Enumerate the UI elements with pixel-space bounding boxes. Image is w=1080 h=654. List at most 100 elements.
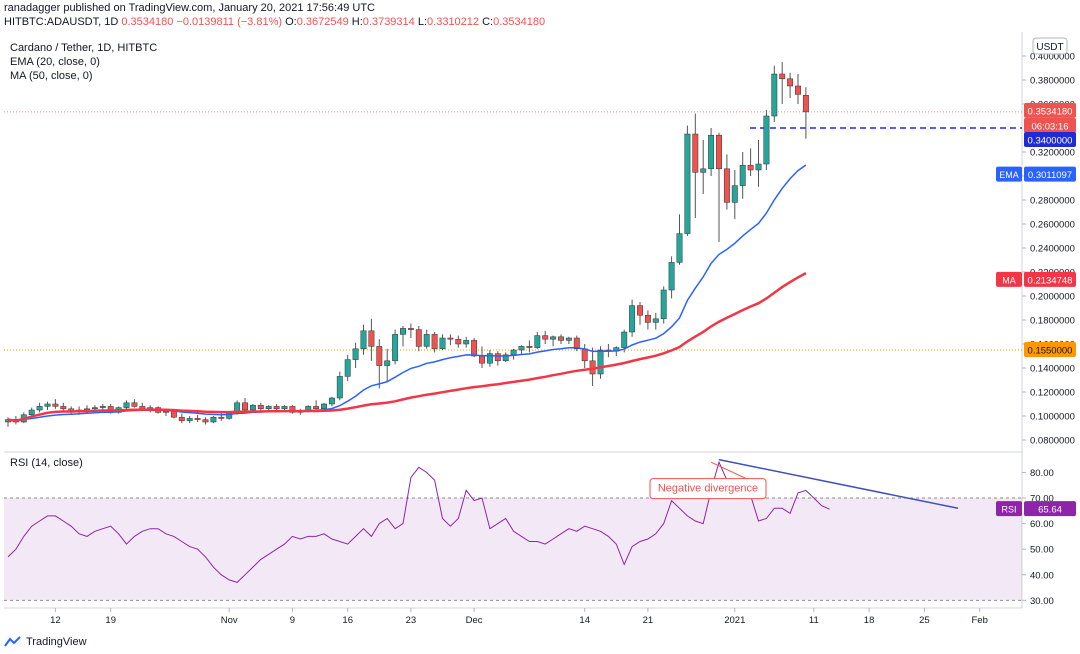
publisher-line: ranadagger published on TradingView.com,… bbox=[4, 2, 375, 14]
candle-body bbox=[518, 346, 525, 351]
price-tags: 0.3534180 06:03:16 0.3400000 0.1550000 EMA 0.… bbox=[996, 102, 1076, 517]
ma-tag: MA bbox=[1002, 275, 1016, 285]
candle-body bbox=[352, 348, 359, 360]
candle-body bbox=[597, 349, 604, 375]
candle-body bbox=[692, 133, 699, 173]
candle-body bbox=[565, 337, 572, 341]
candle-body bbox=[526, 346, 533, 348]
candle-body bbox=[684, 133, 691, 234]
rsi-tick-label: 30.00 bbox=[1030, 596, 1054, 607]
horizontal-levels bbox=[4, 111, 1022, 351]
candle-body bbox=[716, 134, 722, 170]
candle-body bbox=[534, 335, 541, 348]
candle-body bbox=[755, 163, 762, 171]
tradingview-logo-icon bbox=[4, 636, 21, 647]
time-tick-label: Dec bbox=[466, 615, 483, 626]
low-label: L: bbox=[417, 16, 428, 28]
rsi-tick-label: 80.00 bbox=[1030, 468, 1054, 479]
candle-body bbox=[163, 410, 169, 413]
candle-body bbox=[747, 164, 754, 171]
candle-body bbox=[573, 337, 580, 350]
time-tick-label: 23 bbox=[406, 615, 417, 626]
divergence-trend-line bbox=[718, 458, 959, 509]
candle-body bbox=[28, 409, 35, 416]
countdown-label: 06:03:16 bbox=[1032, 121, 1069, 132]
candle-body bbox=[581, 348, 588, 362]
time-tick-label: 16 bbox=[342, 615, 353, 626]
candle-body bbox=[321, 403, 327, 410]
price-tick-label: 0.1200000 bbox=[1030, 388, 1075, 399]
publisher-text: ranadagger published on TradingView.com,… bbox=[4, 2, 375, 14]
candle-body bbox=[621, 331, 628, 348]
candle-body bbox=[542, 335, 549, 340]
candle-body bbox=[123, 402, 130, 408]
high-value: 0.3739314 bbox=[362, 16, 415, 28]
candle-body bbox=[186, 418, 193, 422]
candle-body bbox=[558, 336, 564, 341]
ema-label: 0.3011097 bbox=[1028, 170, 1072, 181]
open-label: O: bbox=[285, 16, 297, 28]
rsi-tag: RSI bbox=[1001, 505, 1016, 515]
rsi-label: 65.64 bbox=[1038, 505, 1062, 516]
candle-body bbox=[708, 134, 715, 170]
price-tick-label: 0.4000000 bbox=[1030, 52, 1075, 63]
time-tick-label: Feb bbox=[972, 615, 988, 626]
price-tick-label: 0.2600000 bbox=[1030, 220, 1075, 231]
time-tick-label: 12 bbox=[50, 615, 61, 626]
currency-label: USDT bbox=[1036, 42, 1063, 53]
candle-body bbox=[415, 329, 422, 347]
price-change: −0.0139811 (−3.81%) bbox=[176, 16, 283, 28]
candle-body bbox=[637, 305, 643, 316]
candle-body bbox=[779, 73, 786, 80]
last-price: 0.3534180 bbox=[121, 16, 174, 28]
candle-body bbox=[644, 314, 651, 323]
candle-body bbox=[802, 95, 809, 113]
candle-body bbox=[44, 403, 51, 407]
candle-body bbox=[463, 340, 470, 345]
candle-body bbox=[407, 328, 414, 330]
candle-body bbox=[739, 164, 746, 186]
candle-body bbox=[194, 418, 201, 420]
candle-body bbox=[550, 336, 557, 340]
candle-body bbox=[99, 406, 106, 408]
candle-body bbox=[368, 330, 375, 347]
ma-label-bg bbox=[1024, 271, 1076, 287]
price-tick-label: 0.0800000 bbox=[1030, 436, 1075, 447]
time-tick-label: 9 bbox=[290, 615, 295, 626]
rsi-tag-bg bbox=[996, 501, 1022, 517]
close-label: C: bbox=[482, 16, 494, 28]
brand-label: TradingView bbox=[26, 636, 87, 648]
candle-body bbox=[384, 360, 391, 366]
candle-body bbox=[771, 73, 778, 117]
open-value: 0.3672549 bbox=[296, 16, 349, 28]
close-value: 0.3534180 bbox=[493, 16, 546, 28]
candle-body bbox=[731, 185, 738, 203]
candle-body bbox=[36, 406, 43, 411]
divergence-callout: Negative divergence bbox=[649, 461, 767, 500]
candle-body bbox=[289, 406, 296, 413]
ohlc-line: HITBTC:ADAUSDT, 1D 0.3534180 −0.0139811 … bbox=[4, 16, 545, 28]
candle-body bbox=[795, 85, 801, 95]
candle-body bbox=[455, 338, 462, 345]
countdown-label-bg bbox=[1024, 117, 1076, 133]
last-price-label: 0.3534180 bbox=[1028, 106, 1073, 117]
price-tick-label: 0.1000000 bbox=[1030, 412, 1075, 423]
time-tick-label: 25 bbox=[919, 615, 930, 626]
ma-legend: MA (50, close, 0) bbox=[10, 70, 93, 82]
ma-label: 0.2134748 bbox=[1028, 275, 1073, 286]
candle-body bbox=[479, 355, 485, 364]
candle-body bbox=[202, 419, 209, 423]
candle-body bbox=[431, 334, 438, 350]
candle-body bbox=[629, 305, 636, 333]
candle-body bbox=[392, 334, 399, 362]
time-tick-label: 14 bbox=[579, 615, 590, 626]
last-price-label-bg bbox=[1024, 102, 1076, 118]
candle-body bbox=[257, 404, 264, 410]
candle-body bbox=[376, 346, 383, 366]
candle-body bbox=[439, 337, 446, 350]
low-value: 0.3310212 bbox=[427, 16, 480, 28]
candle-body bbox=[265, 406, 272, 410]
footer: TradingView bbox=[4, 636, 87, 648]
callout-text: Negative divergence bbox=[658, 483, 758, 495]
